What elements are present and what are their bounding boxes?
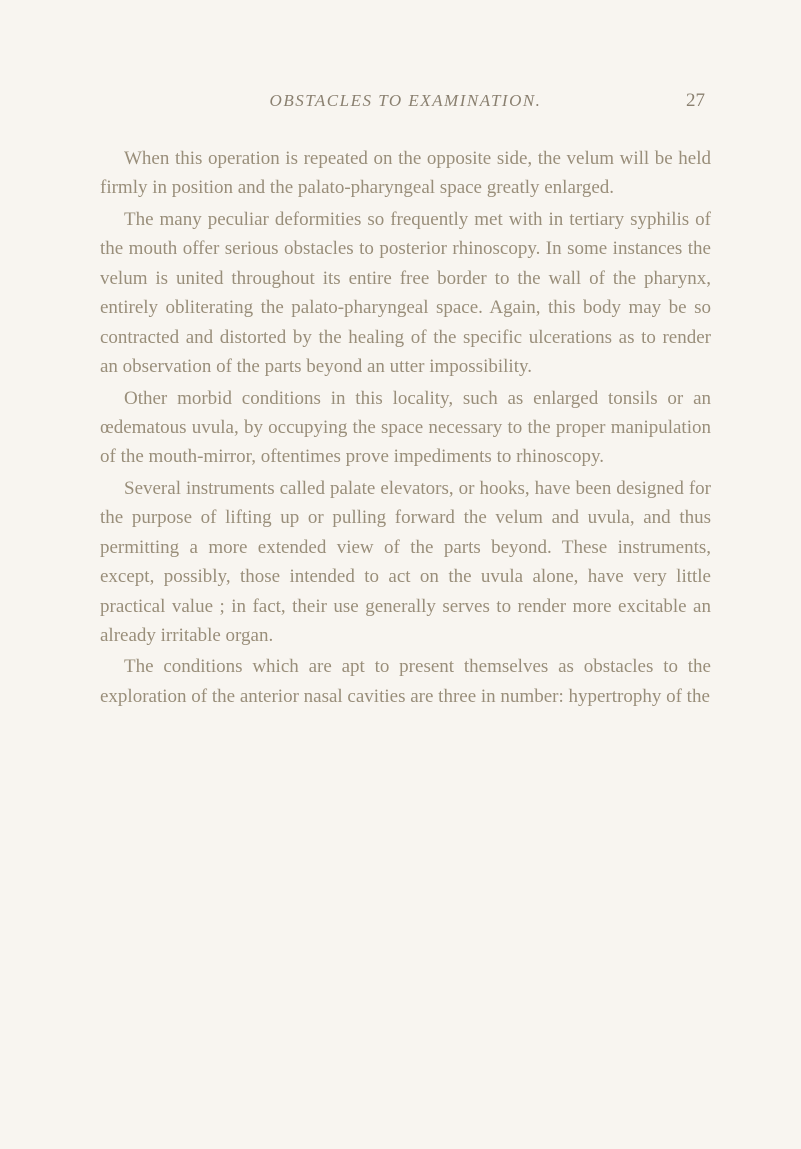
page-number: 27 <box>675 90 705 112</box>
paragraph: When this operation is repeated on the o… <box>100 144 711 203</box>
page-header: OBSTACLES TO EXAMINATION. 27 <box>100 90 711 112</box>
paragraph: Several instruments called palate elevat… <box>100 474 711 651</box>
paragraph: Other morbid conditions in this locality… <box>100 384 711 472</box>
paragraph: The many peculiar deformities so frequen… <box>100 205 711 382</box>
chapter-title: OBSTACLES TO EXAMINATION. <box>136 91 675 111</box>
body-text: When this operation is repeated on the o… <box>100 144 711 711</box>
document-page: OBSTACLES TO EXAMINATION. 27 When this o… <box>0 0 801 1149</box>
paragraph: The conditions which are apt to present … <box>100 652 711 711</box>
